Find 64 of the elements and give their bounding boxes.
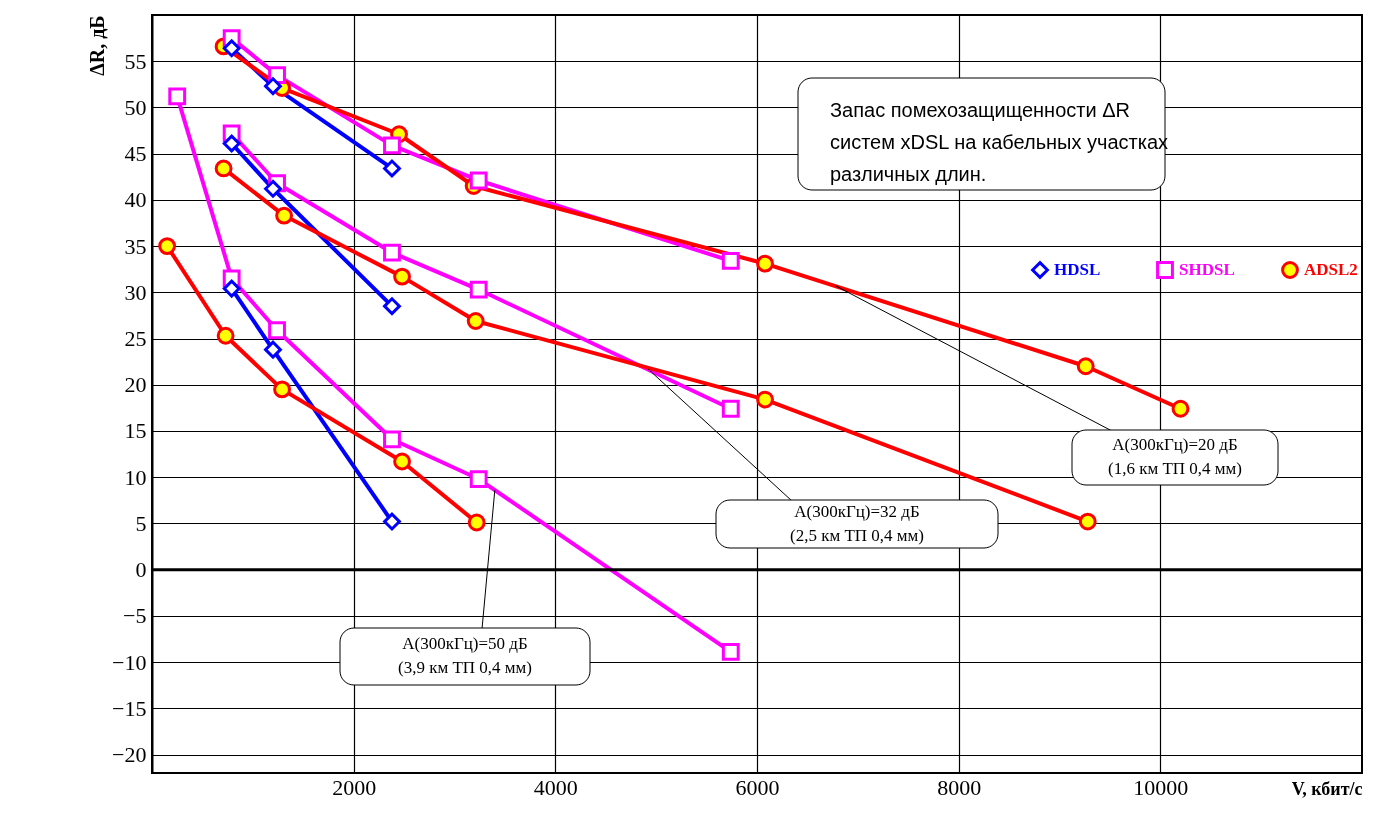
legend-label: HDSL: [1054, 260, 1101, 279]
y-tick-label: 0: [135, 557, 147, 583]
point: [168, 87, 187, 106]
y-tick-label: 30: [124, 279, 147, 305]
annotation: Запас помехозащищенности ΔR систем xDSL на кабельных участках различных длин.: [830, 99, 1169, 185]
point: [393, 267, 411, 286]
point: [756, 254, 774, 273]
y-tick-label: −5: [123, 603, 147, 629]
x-tick-label: 2000: [332, 774, 377, 800]
point: [1078, 512, 1097, 531]
point: [721, 251, 740, 270]
point: [393, 452, 411, 471]
point: [383, 136, 401, 155]
y-tick-label: 5: [135, 510, 147, 536]
point: [264, 340, 282, 359]
point: [214, 159, 233, 178]
point: [721, 399, 740, 418]
point: [222, 279, 241, 298]
point: [383, 159, 401, 178]
point: [467, 513, 486, 532]
point: [264, 179, 282, 198]
x-tick-label: 6000: [735, 774, 780, 800]
point: [469, 171, 488, 190]
y-tick-label: 10: [124, 464, 147, 490]
point: [158, 237, 177, 255]
y-tick-label: 45: [124, 141, 147, 167]
x-tick-label: 10000: [1133, 774, 1189, 800]
point: [469, 280, 488, 299]
y-tick-label: 50: [124, 94, 147, 120]
point: [273, 380, 291, 399]
annotation: A(300кГц)=20 дБ (1,6 км ТП 0,4 мм): [1107, 435, 1243, 478]
point: [383, 297, 401, 316]
point: [383, 430, 401, 449]
point: [275, 206, 294, 225]
point: [383, 243, 401, 262]
y-axis-title: ΔR, дБ: [86, 15, 109, 76]
annotation: A(300кГц)=32 дБ (2,5 км ТП 0,4 мм): [789, 502, 925, 545]
y-tick-label: 20: [124, 372, 147, 398]
point: [222, 39, 241, 58]
legend-label: SHDSL: [1179, 260, 1235, 279]
point: [466, 312, 485, 330]
point: [721, 642, 740, 661]
y-tick-label: 15: [124, 418, 147, 444]
x-tick-label: 4000: [533, 774, 578, 800]
y-tick-label: −20: [112, 742, 147, 768]
legend-label: ADSL2: [1304, 260, 1358, 279]
y-tick-label: 25: [124, 326, 147, 352]
point: [756, 390, 774, 409]
y-tick-label: 40: [124, 187, 147, 213]
y-tick-label: −15: [112, 695, 147, 721]
point: [264, 77, 282, 96]
point: [268, 321, 286, 340]
y-tick-label: 55: [124, 48, 147, 74]
point: [1171, 399, 1190, 418]
annotation: A(300кГц)=50 дБ (3,9 км ТП 0,4 мм): [397, 634, 533, 677]
point: [216, 326, 235, 345]
y-tick-label: 35: [124, 233, 147, 259]
point: [1076, 357, 1095, 376]
x-axis-title: V, кбит/с: [1291, 778, 1363, 799]
point: [383, 512, 401, 531]
point: [469, 470, 488, 488]
x-tick-label: 8000: [937, 774, 982, 800]
point: [222, 134, 241, 153]
y-tick-label: −10: [112, 649, 147, 675]
